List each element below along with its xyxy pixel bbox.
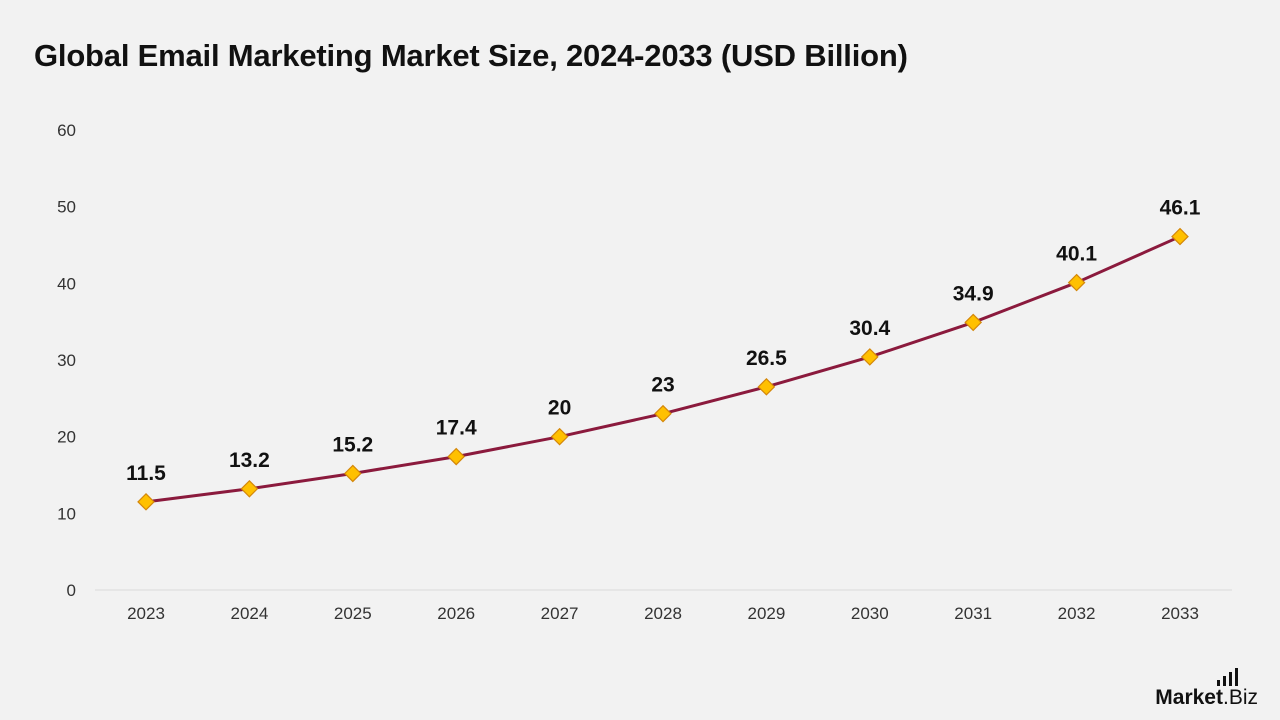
data-label: 11.5 [126, 462, 166, 485]
data-label: 34.9 [953, 282, 994, 305]
y-tick-label: 40 [57, 274, 76, 293]
data-label: 40.1 [1056, 243, 1097, 266]
data-point-marker [343, 464, 362, 483]
marketbiz-logo: Market.Biz [1155, 668, 1258, 708]
x-tick-label: 2025 [334, 604, 372, 623]
data-label: 15.2 [332, 433, 373, 456]
x-tick-label: 2023 [127, 604, 165, 623]
data-point-marker [137, 492, 155, 511]
data-point-marker [1171, 227, 1189, 246]
logo-bars-icon [1217, 668, 1239, 686]
data-label: 20 [548, 397, 571, 420]
x-tick-label: 2031 [954, 604, 992, 623]
data-point-marker [447, 447, 466, 466]
data-point-marker [240, 479, 259, 498]
x-tick-label: 2027 [541, 604, 579, 623]
data-point-marker [1067, 273, 1086, 292]
x-tick-label: 2029 [747, 604, 785, 623]
data-label: 17.4 [436, 417, 477, 440]
x-tick-label: 2032 [1058, 604, 1096, 623]
data-label: 13.2 [229, 449, 270, 472]
x-tick-label: 2026 [437, 604, 475, 623]
y-tick-label: 30 [57, 351, 76, 370]
y-tick-label: 0 [67, 581, 76, 600]
data-label: 46.1 [1160, 197, 1201, 220]
data-point-marker [964, 313, 983, 332]
y-tick-label: 20 [57, 428, 76, 447]
series-line [144, 235, 1182, 504]
logo-suffix: .Biz [1222, 686, 1258, 709]
data-point-marker [654, 404, 672, 423]
logo-text: Market.Biz [1155, 687, 1258, 708]
y-tick-label: 50 [57, 198, 76, 217]
x-tick-label: 2028 [644, 604, 682, 623]
data-point-marker [757, 377, 776, 396]
data-point-marker [860, 348, 879, 366]
logo-brand: Market [1155, 686, 1223, 709]
data-label: 26.5 [746, 347, 787, 370]
data-label: 23 [651, 374, 674, 397]
y-tick-label: 60 [57, 121, 76, 140]
y-tick-label: 10 [57, 504, 76, 523]
x-tick-label: 2024 [230, 604, 268, 623]
x-tick-label: 2030 [851, 604, 889, 623]
chart-title: Global Email Marketing Market Size, 2024… [34, 38, 908, 73]
data-label: 30.4 [849, 317, 890, 340]
data-point-marker [550, 427, 569, 446]
x-tick-label: 2033 [1161, 604, 1199, 623]
